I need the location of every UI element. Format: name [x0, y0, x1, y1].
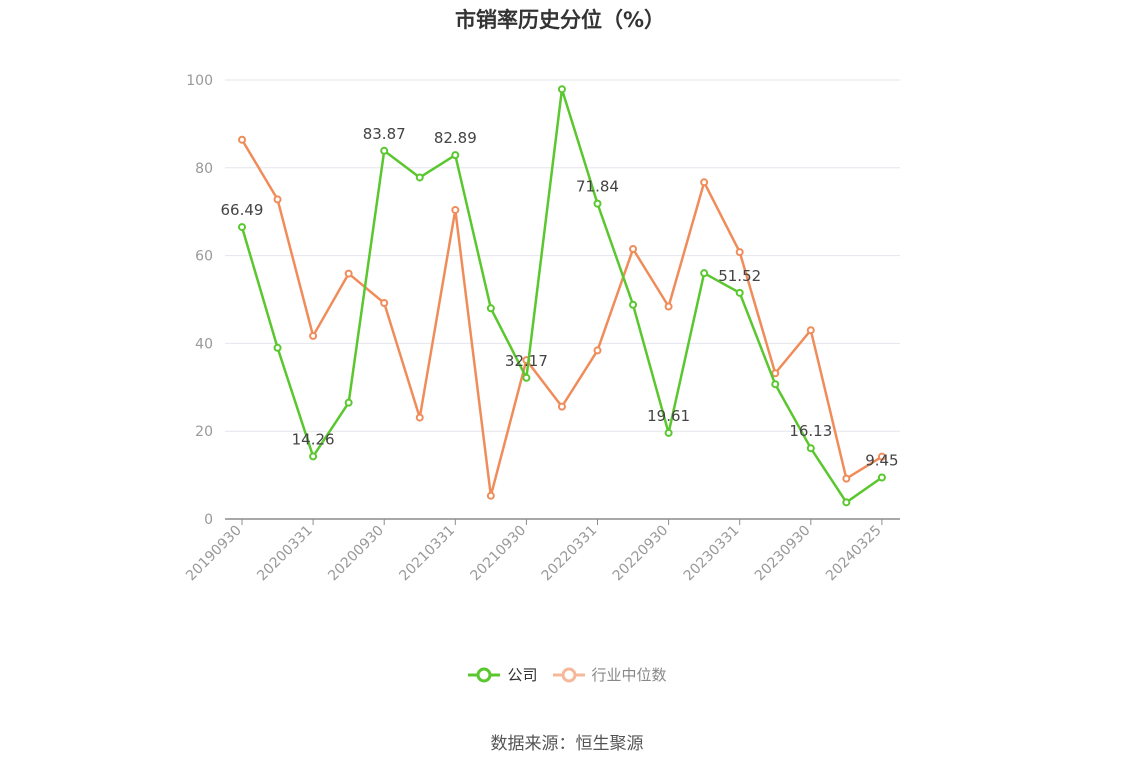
x-tick-label: 20210930 — [468, 523, 530, 585]
data-point-industry-median — [771, 369, 780, 378]
data-point-industry-median — [273, 195, 282, 204]
grid-layer — [225, 79, 900, 432]
data-point-industry-median — [344, 269, 353, 278]
y-tick-label: 100 — [186, 73, 213, 89]
data-point-company — [451, 151, 460, 160]
data-point-company — [629, 300, 638, 309]
data-point-company — [486, 304, 495, 313]
data-point-industry-median — [735, 248, 744, 257]
data-point-industry-median — [238, 135, 246, 144]
x-tick-label: 20200331 — [254, 523, 316, 585]
y-tick-label: 80 — [195, 161, 213, 177]
legend-label-industry-median: 行业中位数 — [591, 666, 667, 684]
data-label: 16.13 — [789, 422, 832, 440]
data-label: 82.89 — [434, 129, 477, 147]
data-label: 9.45 — [865, 452, 898, 470]
data-point-industry-median — [700, 178, 709, 187]
label-layer: 66.49 14.26 83.87 82.89 32.17 71.84 19.61 51.52… — [221, 125, 899, 470]
y-tick-label: 0 — [204, 512, 213, 528]
series-layer — [238, 85, 886, 507]
data-label: 19.61 — [647, 407, 690, 425]
legend-label-company: 公司 — [507, 666, 538, 684]
data-point-company — [700, 269, 709, 278]
legend-swatch-industry-median — [552, 667, 585, 682]
data-point-industry-median — [557, 402, 566, 411]
legend-item-industry-median[interactable]: 行业中位数 — [552, 664, 667, 685]
data-point-industry-median — [629, 245, 638, 254]
data-point-company — [593, 199, 602, 208]
data-point-industry-median — [309, 331, 318, 340]
data-point-industry-median — [380, 299, 389, 308]
x-tick-label: 20240325 — [823, 523, 885, 585]
chart-title: 市销率历史分位（%） — [454, 8, 666, 32]
data-point-company — [842, 498, 851, 507]
series-line-company — [240, 87, 883, 504]
data-point-company — [877, 473, 886, 482]
data-point-industry-median — [806, 326, 815, 335]
data-point-industry-median — [451, 205, 460, 214]
x-tick-label: 20190930 — [183, 523, 245, 585]
data-point-industry-median — [486, 491, 495, 500]
data-label: 71.84 — [576, 178, 619, 196]
y-tick-label: 60 — [195, 249, 213, 265]
data-label: 66.49 — [221, 201, 264, 219]
data-point-company — [735, 288, 744, 297]
legend: 公司 行业中位数 — [0, 664, 1134, 685]
data-point-company — [806, 444, 815, 453]
data-label: 14.26 — [292, 430, 335, 448]
data-label: 51.52 — [718, 267, 761, 285]
data-point-industry-median — [842, 474, 851, 483]
data-point-company — [415, 173, 424, 182]
x-tick-label: 20200930 — [325, 523, 387, 585]
x-tick-label: 20210331 — [396, 523, 458, 585]
data-point-company — [664, 428, 673, 437]
x-tick-label: 20230930 — [752, 523, 814, 585]
x-tick-label: 20220930 — [610, 523, 672, 585]
data-point-company — [522, 373, 531, 382]
data-label: 32.17 — [505, 352, 548, 370]
data-point-company — [238, 223, 246, 232]
data-point-industry-median — [415, 413, 424, 422]
data-point-company — [557, 85, 566, 94]
series-line-industry-median — [240, 139, 883, 497]
data-point-company — [771, 380, 780, 389]
y-tick-label: 20 — [195, 424, 213, 440]
data-label: 83.87 — [363, 125, 406, 143]
data-point-industry-median — [593, 346, 602, 355]
data-point-company — [273, 343, 282, 352]
data-point-company — [344, 398, 353, 407]
x-tick-label: 20230331 — [681, 523, 743, 585]
legend-swatch-company — [468, 667, 501, 682]
data-point-industry-median — [877, 452, 886, 461]
y-tick-label: 40 — [195, 336, 213, 352]
data-point-company — [380, 146, 389, 155]
x-tick-label: 20220331 — [539, 523, 601, 585]
data-source: 数据来源：恒生聚源 — [490, 734, 644, 754]
legend-item-company[interactable]: 公司 — [467, 664, 538, 685]
data-point-industry-median — [664, 302, 673, 311]
data-point-company — [309, 452, 318, 461]
